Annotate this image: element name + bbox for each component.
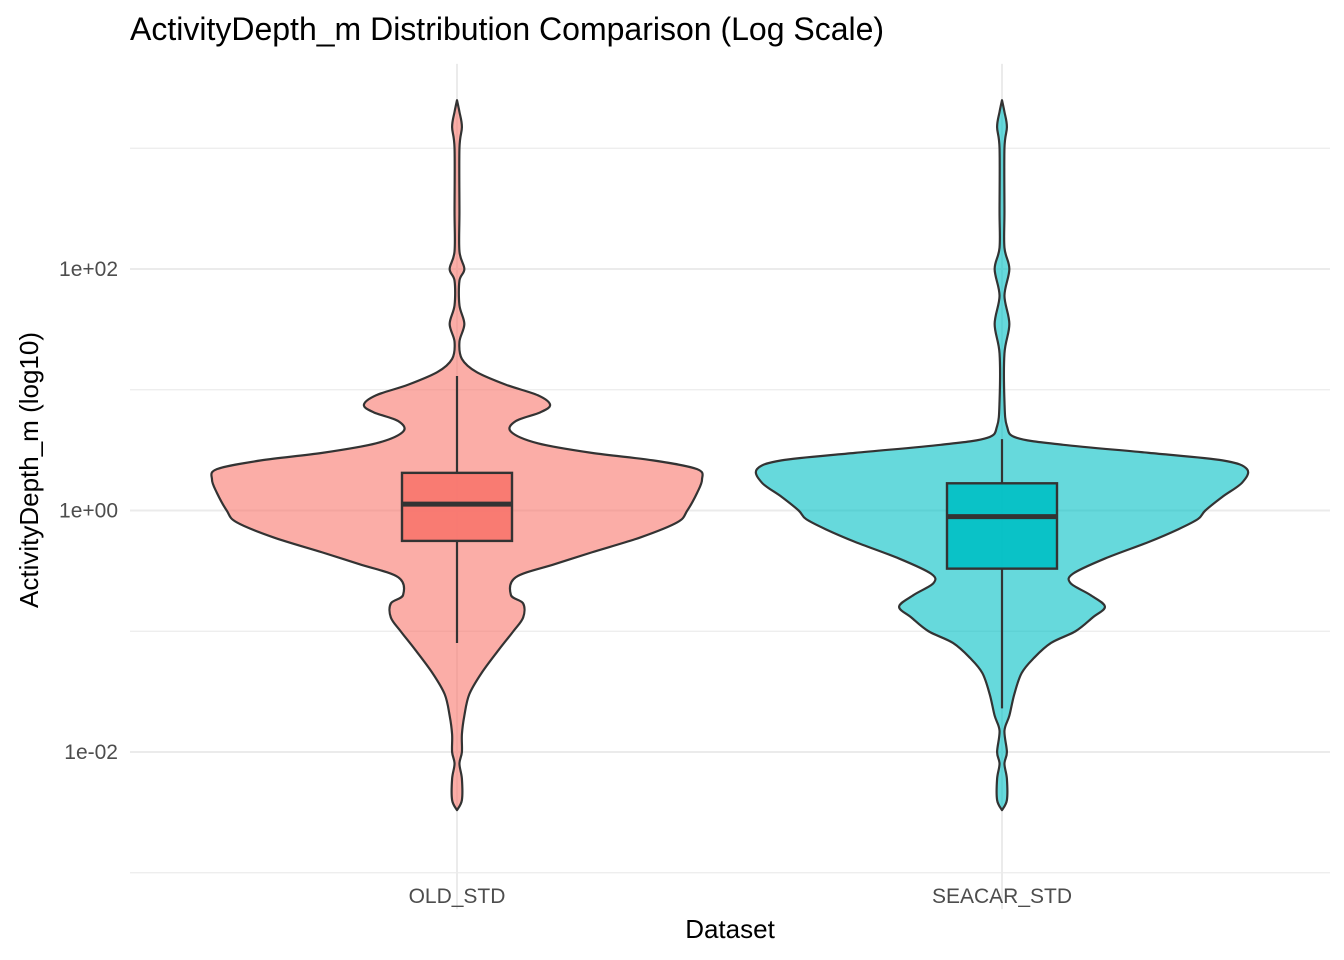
boxplots [400,375,1059,709]
x-tick-label: OLD_STD [409,885,506,908]
violins [210,99,1250,812]
y-axis-title: ActivityDepth_m (log10) [14,332,44,608]
box-iqr [945,482,1059,570]
y-tick-label: 1e+00 [59,500,118,523]
box-iqr [400,471,514,543]
x-axis-title: Dataset [685,914,775,944]
x-axis-ticks: OLD_STD SEACAR_STD [409,885,1072,908]
chart-title: ActivityDepth_m Distribution Comparison … [130,11,884,47]
y-tick-label: 1e-02 [64,741,118,764]
y-tick-label: 1e+02 [59,258,118,281]
y-axis-ticks: 1e-02 1e+00 1e+02 [59,258,118,764]
x-tick-label: SEACAR_STD [932,885,1072,908]
